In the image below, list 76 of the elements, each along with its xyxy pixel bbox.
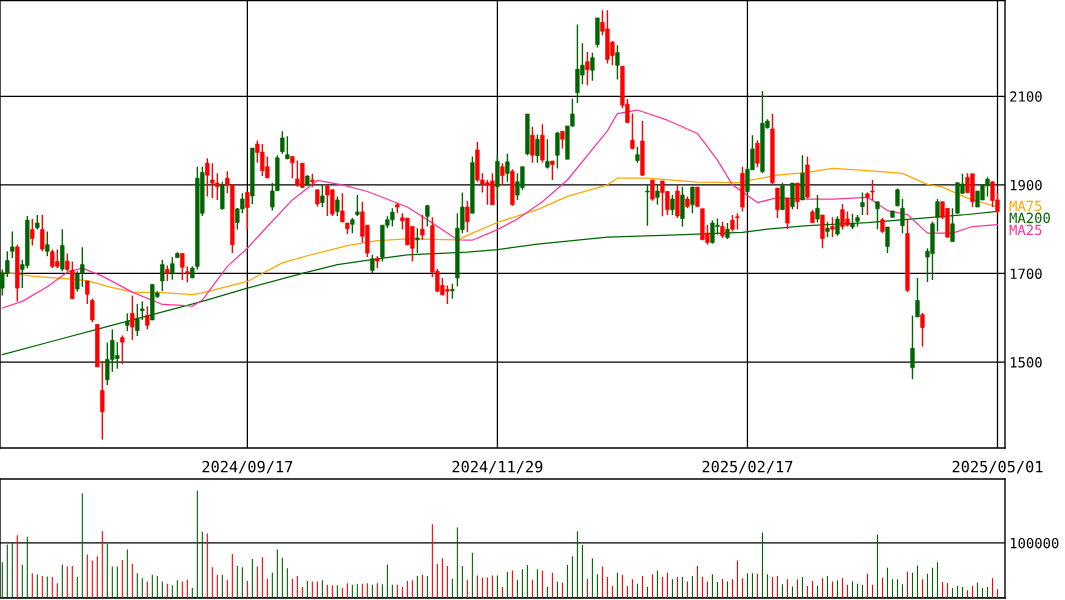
candlestick <box>910 314 915 381</box>
candlestick <box>920 312 925 348</box>
candlestick <box>160 259 165 292</box>
candlestick <box>100 360 105 441</box>
series-label: MA200 <box>1009 212 1050 224</box>
candlestick <box>120 334 125 365</box>
candlestick <box>630 112 635 151</box>
candlestick <box>415 227 420 254</box>
candlestick <box>650 179 655 202</box>
candlestick <box>555 131 560 170</box>
x-tick-label: 2025/02/17 <box>702 460 793 474</box>
candlestick <box>590 52 595 82</box>
candlestick <box>30 218 35 247</box>
candlestick <box>655 184 660 206</box>
candlestick <box>205 157 210 198</box>
candlestick <box>180 252 185 281</box>
candlestick <box>500 162 505 186</box>
candlestick <box>870 179 875 201</box>
candlestick <box>40 214 45 253</box>
candlestick <box>370 254 375 275</box>
candlestick <box>170 256 175 281</box>
x-tick-label: 2024/11/29 <box>452 460 543 474</box>
candlestick <box>60 228 65 272</box>
candlestick <box>680 185 685 228</box>
candlestick <box>335 195 340 217</box>
candlestick <box>895 187 900 208</box>
y-tick-label: 100000 <box>1010 537 1059 549</box>
candlestick <box>545 138 550 170</box>
candlestick <box>140 300 145 321</box>
candlestick <box>465 200 470 233</box>
candlestick <box>420 214 425 241</box>
line-series <box>1 109 999 309</box>
candlestick <box>690 186 695 214</box>
candlestick <box>90 298 95 323</box>
candlestick <box>355 194 360 217</box>
candlestick <box>780 181 785 211</box>
y-tick-label: 2100 <box>1010 91 1042 102</box>
candlestick <box>585 51 590 86</box>
candlestick <box>795 182 800 210</box>
candlestick <box>220 181 225 211</box>
candlestick <box>145 305 150 330</box>
candlestick <box>615 44 620 81</box>
series-label: MA75 <box>1009 200 1042 212</box>
candlestick <box>535 133 540 164</box>
candlestick <box>820 214 825 249</box>
candlestick <box>865 191 870 216</box>
series-label: MA25 <box>1009 224 1042 236</box>
candlestick <box>130 294 135 341</box>
candlestick <box>550 160 555 181</box>
candlestick <box>790 182 795 210</box>
candlestick <box>645 183 650 227</box>
candlestick <box>830 216 835 238</box>
y-tick-label: 1500 <box>1010 357 1042 368</box>
candlestick <box>860 191 865 216</box>
candlestick <box>10 230 15 259</box>
candlestick <box>695 186 700 208</box>
candlestick <box>85 280 90 305</box>
candlestick <box>290 155 295 179</box>
candlestick <box>245 190 250 231</box>
y-tick-label: 1700 <box>1010 268 1042 279</box>
y-tick-label: 1900 <box>1010 179 1042 191</box>
candlestick <box>280 130 285 155</box>
candlestick <box>835 215 840 237</box>
candlestick <box>670 194 675 216</box>
candlestick <box>135 303 140 337</box>
candlestick <box>755 139 760 168</box>
candlestick <box>320 184 325 208</box>
candlestick <box>340 192 345 224</box>
candlestick <box>530 126 535 164</box>
candlestick <box>885 226 890 254</box>
x-tick-label: 2025/05/01 <box>952 460 1043 474</box>
candlestick <box>505 153 510 183</box>
x-tick-label: 2024/09/17 <box>202 460 293 474</box>
candlestick <box>45 230 50 257</box>
candlestick <box>775 187 780 219</box>
candlestick <box>915 277 920 318</box>
